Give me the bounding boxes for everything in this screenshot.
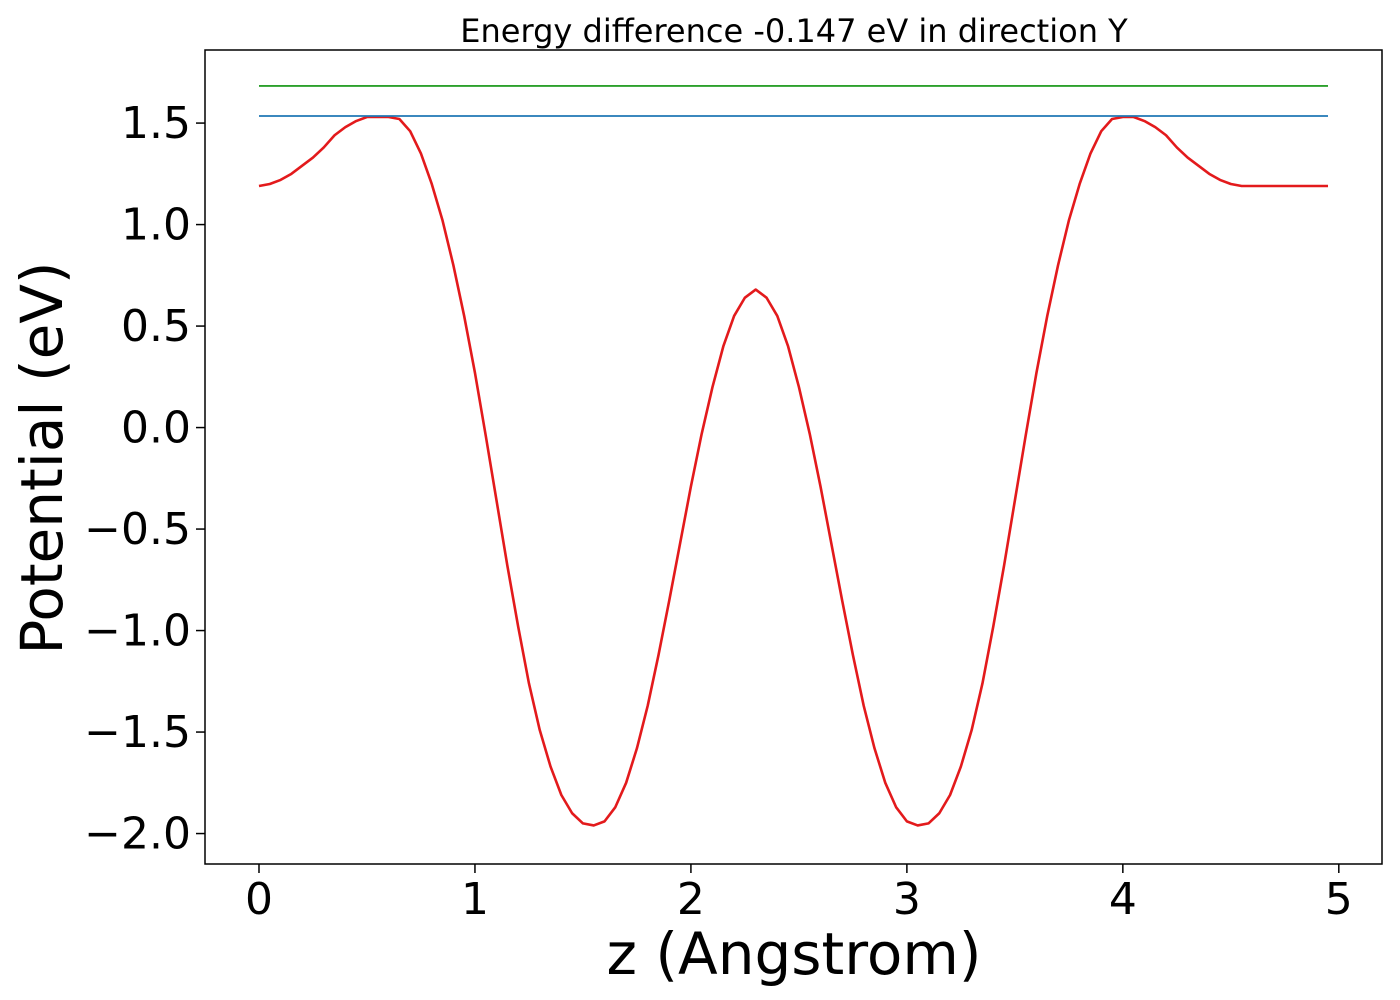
y-tick-label: −0.5 bbox=[84, 504, 191, 555]
potential-curve bbox=[258, 115, 1329, 827]
y-axis: 1.5 1.0 0.5 0.0 −0.5 −1.0 −1.5 −2.0 bbox=[84, 98, 205, 860]
x-axis: 0 1 2 3 4 5 bbox=[245, 864, 1353, 925]
y-tick-label: −1.0 bbox=[84, 606, 191, 657]
x-tick-label: 1 bbox=[461, 874, 489, 925]
y-axis-title: Potential (eV) bbox=[8, 261, 76, 654]
y-tick-label: 0.0 bbox=[121, 403, 191, 454]
y-tick-label: 1.0 bbox=[121, 200, 191, 251]
y-tick-label: −2.0 bbox=[84, 809, 191, 860]
y-tick-label: 0.5 bbox=[121, 301, 191, 352]
x-axis-title: z (Angstrom) bbox=[607, 920, 982, 988]
x-tick-label: 5 bbox=[1325, 874, 1353, 925]
x-tick-label: 3 bbox=[893, 874, 921, 925]
x-tick-label: 2 bbox=[677, 874, 705, 925]
x-tick-label: 4 bbox=[1109, 874, 1137, 925]
plot-area bbox=[258, 85, 1329, 827]
y-tick-label: −1.5 bbox=[84, 707, 191, 758]
chart-title: Energy difference -0.147 eV in direction… bbox=[460, 12, 1128, 50]
y-tick-label: 1.5 bbox=[121, 98, 191, 149]
x-tick-label: 0 bbox=[245, 874, 273, 925]
plot-frame bbox=[204, 49, 1383, 865]
